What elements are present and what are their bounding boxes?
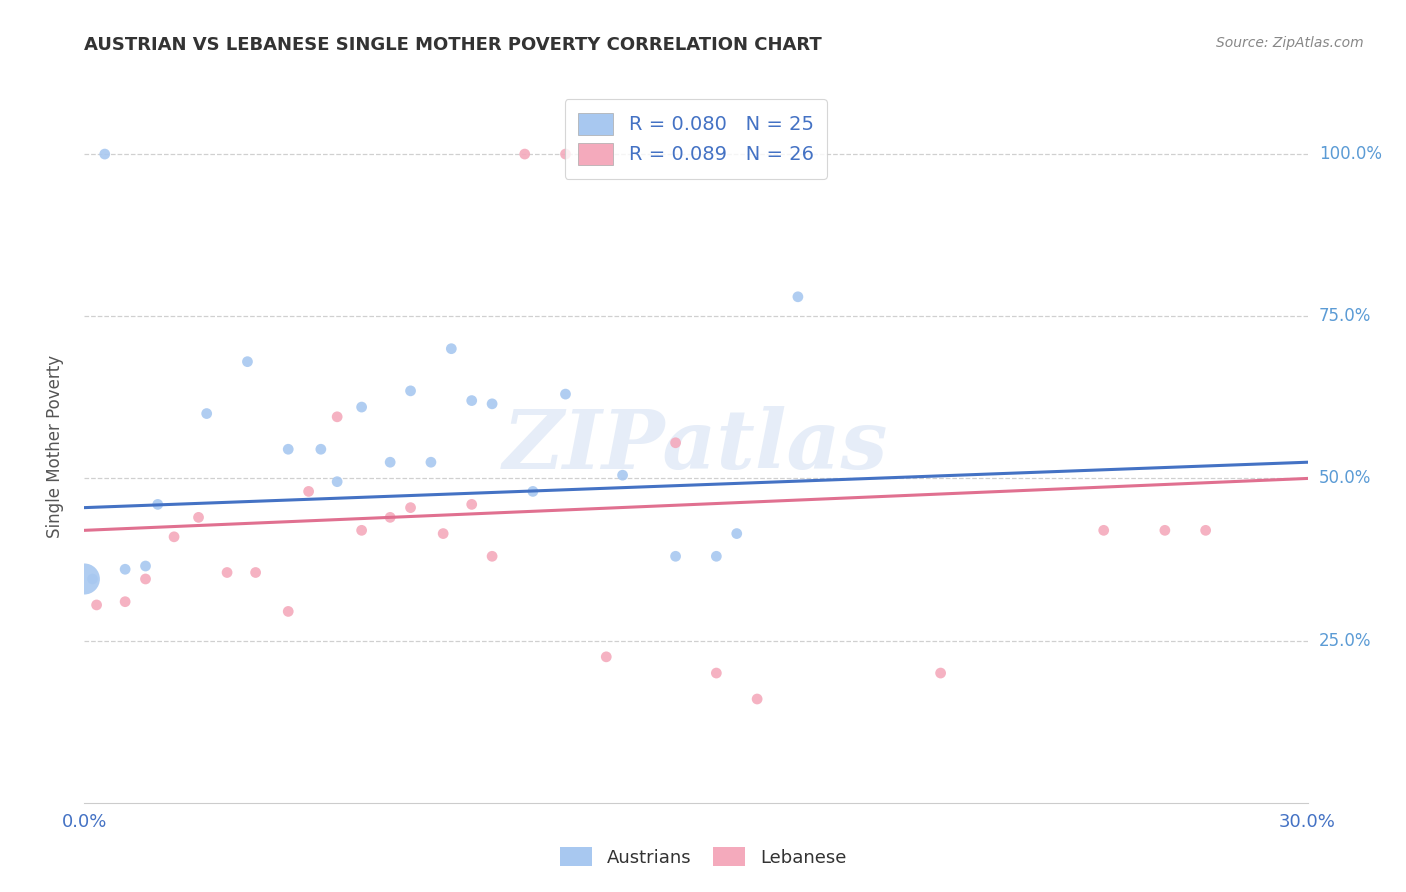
Point (93, 147, 115, 161)
Point (787, 290, 810, 304)
Point (380, 455, 402, 469)
Legend: R = 0.080   N = 25, R = 0.089   N = 26: R = 0.080 N = 25, R = 0.089 N = 26 (565, 99, 827, 178)
Point (380, 510, 402, 524)
Point (664, 549, 686, 564)
Point (399, 384, 422, 398)
Point (277, 442, 299, 457)
Point (350, 524, 373, 538)
Legend: Austrians, Lebanese: Austrians, Lebanese (553, 840, 853, 874)
Point (420, 455, 443, 469)
Text: 75.0%: 75.0% (1319, 307, 1371, 326)
Y-axis label: Single Mother Poverty: Single Mother Poverty (45, 354, 63, 538)
Point (664, 435, 686, 450)
Point (114, 595, 136, 609)
Point (612, 468, 634, 483)
Point (326, 409, 349, 424)
Point (86, 598, 108, 612)
Point (595, 649, 617, 664)
Text: AUSTRIAN VS LEBANESE SINGLE MOTHER POVERTY CORRELATION CHART: AUSTRIAN VS LEBANESE SINGLE MOTHER POVER… (84, 36, 823, 54)
Point (747, 692, 769, 706)
Point (554, 387, 576, 401)
Point (350, 400, 373, 414)
Point (114, 562, 136, 576)
Point (236, 354, 259, 368)
Point (1092, 524, 1115, 538)
Point (309, 442, 332, 457)
Point (513, 147, 536, 161)
Point (135, 572, 157, 586)
Point (187, 510, 209, 524)
Point (704, 666, 728, 681)
Point (82, 572, 104, 586)
Point (1153, 524, 1175, 538)
Point (929, 666, 952, 681)
Point (461, 497, 484, 511)
Point (245, 566, 267, 580)
Text: Source: ZipAtlas.com: Source: ZipAtlas.com (1216, 36, 1364, 50)
Text: 100.0%: 100.0% (1319, 145, 1382, 163)
Point (73, 572, 96, 586)
Point (277, 604, 299, 618)
Point (298, 484, 321, 499)
Point (725, 526, 748, 541)
Point (432, 526, 454, 541)
Point (135, 559, 157, 574)
Point (440, 342, 463, 356)
Point (195, 407, 218, 421)
Point (146, 497, 169, 511)
Point (704, 549, 728, 564)
Point (399, 500, 422, 515)
Point (217, 566, 239, 580)
Text: ZIPatlas: ZIPatlas (503, 406, 889, 486)
Point (481, 397, 503, 411)
Text: 25.0%: 25.0% (1319, 632, 1371, 649)
Text: 50.0%: 50.0% (1319, 469, 1371, 487)
Point (326, 475, 349, 489)
Point (163, 530, 186, 544)
Point (1195, 524, 1218, 538)
Point (461, 393, 484, 408)
Point (554, 147, 576, 161)
Point (481, 549, 503, 564)
Point (522, 484, 544, 499)
